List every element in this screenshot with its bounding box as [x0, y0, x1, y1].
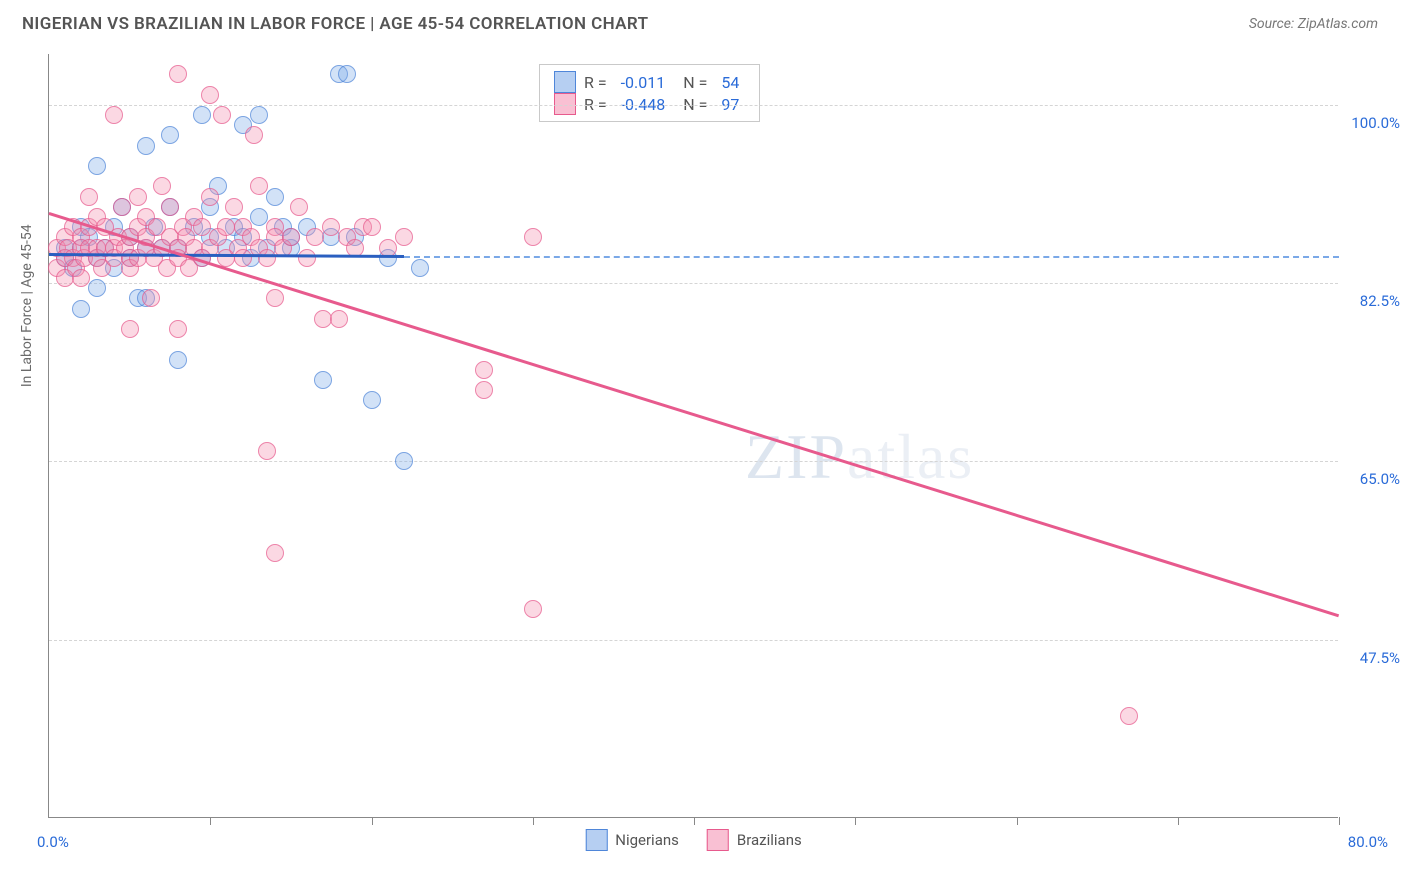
- data-point-brazilians: [169, 320, 187, 338]
- data-point-brazilians: [121, 320, 139, 338]
- y-axis-label: In Labor Force | Age 45-54: [19, 224, 35, 387]
- legend-label-nigerians: Nigerians: [615, 831, 679, 849]
- data-point-brazilians: [282, 228, 300, 246]
- data-point-nigerians: [193, 106, 211, 124]
- watermark: ZIPatlas: [745, 420, 974, 494]
- x-tick: [1339, 817, 1340, 825]
- r-value-nigerians: -0.011: [615, 73, 672, 92]
- data-point-brazilians: [169, 65, 187, 83]
- legend-item-nigerians: Nigerians: [585, 829, 679, 851]
- gridline-h: [49, 640, 1338, 641]
- x-tick: [1178, 817, 1179, 825]
- trendline-nigerians-dash: [404, 256, 1339, 258]
- data-point-brazilians: [258, 249, 276, 267]
- data-point-brazilians: [524, 228, 542, 246]
- data-point-brazilians: [475, 381, 493, 399]
- data-point-brazilians: [80, 188, 98, 206]
- y-tick-label: 100.0%: [1351, 114, 1400, 132]
- x-tick: [694, 817, 695, 825]
- source-attribution: Source: ZipAtlas.com: [1249, 16, 1378, 32]
- data-point-nigerians: [411, 259, 429, 277]
- data-point-brazilians: [266, 544, 284, 562]
- data-point-nigerians: [395, 452, 413, 470]
- data-point-brazilians: [258, 442, 276, 460]
- data-point-brazilians: [201, 86, 219, 104]
- legend-label-brazilians: Brazilians: [737, 831, 802, 849]
- chart-title: NIGERIAN VS BRAZILIAN IN LABOR FORCE | A…: [22, 14, 648, 34]
- data-point-nigerians: [137, 137, 155, 155]
- x-tick: [1017, 817, 1018, 825]
- n-value-nigerians: 54: [715, 73, 745, 92]
- x-axis-min-label: 0.0%: [37, 833, 69, 851]
- x-tick: [533, 817, 534, 825]
- swatch-blue: [585, 829, 607, 851]
- correlation-legend: R = -0.011 N = 54 R = -0.448 N = 97: [539, 64, 760, 122]
- data-point-brazilians: [234, 249, 252, 267]
- data-point-brazilians: [213, 106, 231, 124]
- data-point-brazilians: [225, 198, 243, 216]
- data-point-brazilians: [72, 269, 90, 287]
- gridline-h: [49, 283, 1338, 284]
- gridline-h: [49, 105, 1338, 106]
- data-point-brazilians: [161, 198, 179, 216]
- data-point-brazilians: [298, 249, 316, 267]
- data-point-brazilians: [1120, 707, 1138, 725]
- scatter-chart: In Labor Force | Age 45-54 0.0% 80.0% ZI…: [48, 54, 1338, 818]
- x-tick: [210, 817, 211, 825]
- data-point-nigerians: [314, 371, 332, 389]
- data-point-brazilians: [363, 218, 381, 236]
- x-tick: [372, 817, 373, 825]
- data-point-nigerians: [250, 106, 268, 124]
- trendline-brazilians: [49, 212, 1340, 617]
- data-point-nigerians: [161, 126, 179, 144]
- data-point-nigerians: [363, 391, 381, 409]
- data-point-nigerians: [88, 279, 106, 297]
- swatch-pink: [707, 829, 729, 851]
- swatch-blue: [554, 71, 576, 93]
- data-point-nigerians: [72, 300, 90, 318]
- data-point-nigerians: [88, 157, 106, 175]
- series-legend: Nigerians Brazilians: [585, 829, 802, 851]
- data-point-nigerians: [266, 188, 284, 206]
- gridline-h: [49, 461, 1338, 462]
- y-tick-label: 65.0%: [1360, 470, 1400, 488]
- data-point-brazilians: [475, 361, 493, 379]
- legend-row-nigerians: R = -0.011 N = 54: [554, 71, 745, 93]
- data-point-brazilians: [524, 600, 542, 618]
- data-point-brazilians: [142, 289, 160, 307]
- legend-item-brazilians: Brazilians: [707, 829, 802, 851]
- data-point-brazilians: [245, 126, 263, 144]
- data-point-brazilians: [153, 177, 171, 195]
- data-point-brazilians: [201, 188, 219, 206]
- data-point-brazilians: [105, 106, 123, 124]
- data-point-brazilians: [306, 228, 324, 246]
- data-point-brazilians: [266, 289, 284, 307]
- x-axis-max-label: 80.0%: [1348, 833, 1388, 851]
- data-point-brazilians: [129, 188, 147, 206]
- data-point-brazilians: [379, 239, 397, 257]
- data-point-brazilians: [113, 198, 131, 216]
- data-point-brazilians: [322, 218, 340, 236]
- data-point-brazilians: [193, 218, 211, 236]
- data-point-nigerians: [169, 351, 187, 369]
- x-tick: [855, 817, 856, 825]
- data-point-brazilians: [330, 310, 348, 328]
- data-point-nigerians: [338, 65, 356, 83]
- data-point-brazilians: [290, 198, 308, 216]
- y-tick-label: 82.5%: [1360, 292, 1400, 310]
- data-point-brazilians: [250, 177, 268, 195]
- y-tick-label: 47.5%: [1360, 649, 1400, 667]
- data-point-nigerians: [250, 208, 268, 226]
- data-point-brazilians: [395, 228, 413, 246]
